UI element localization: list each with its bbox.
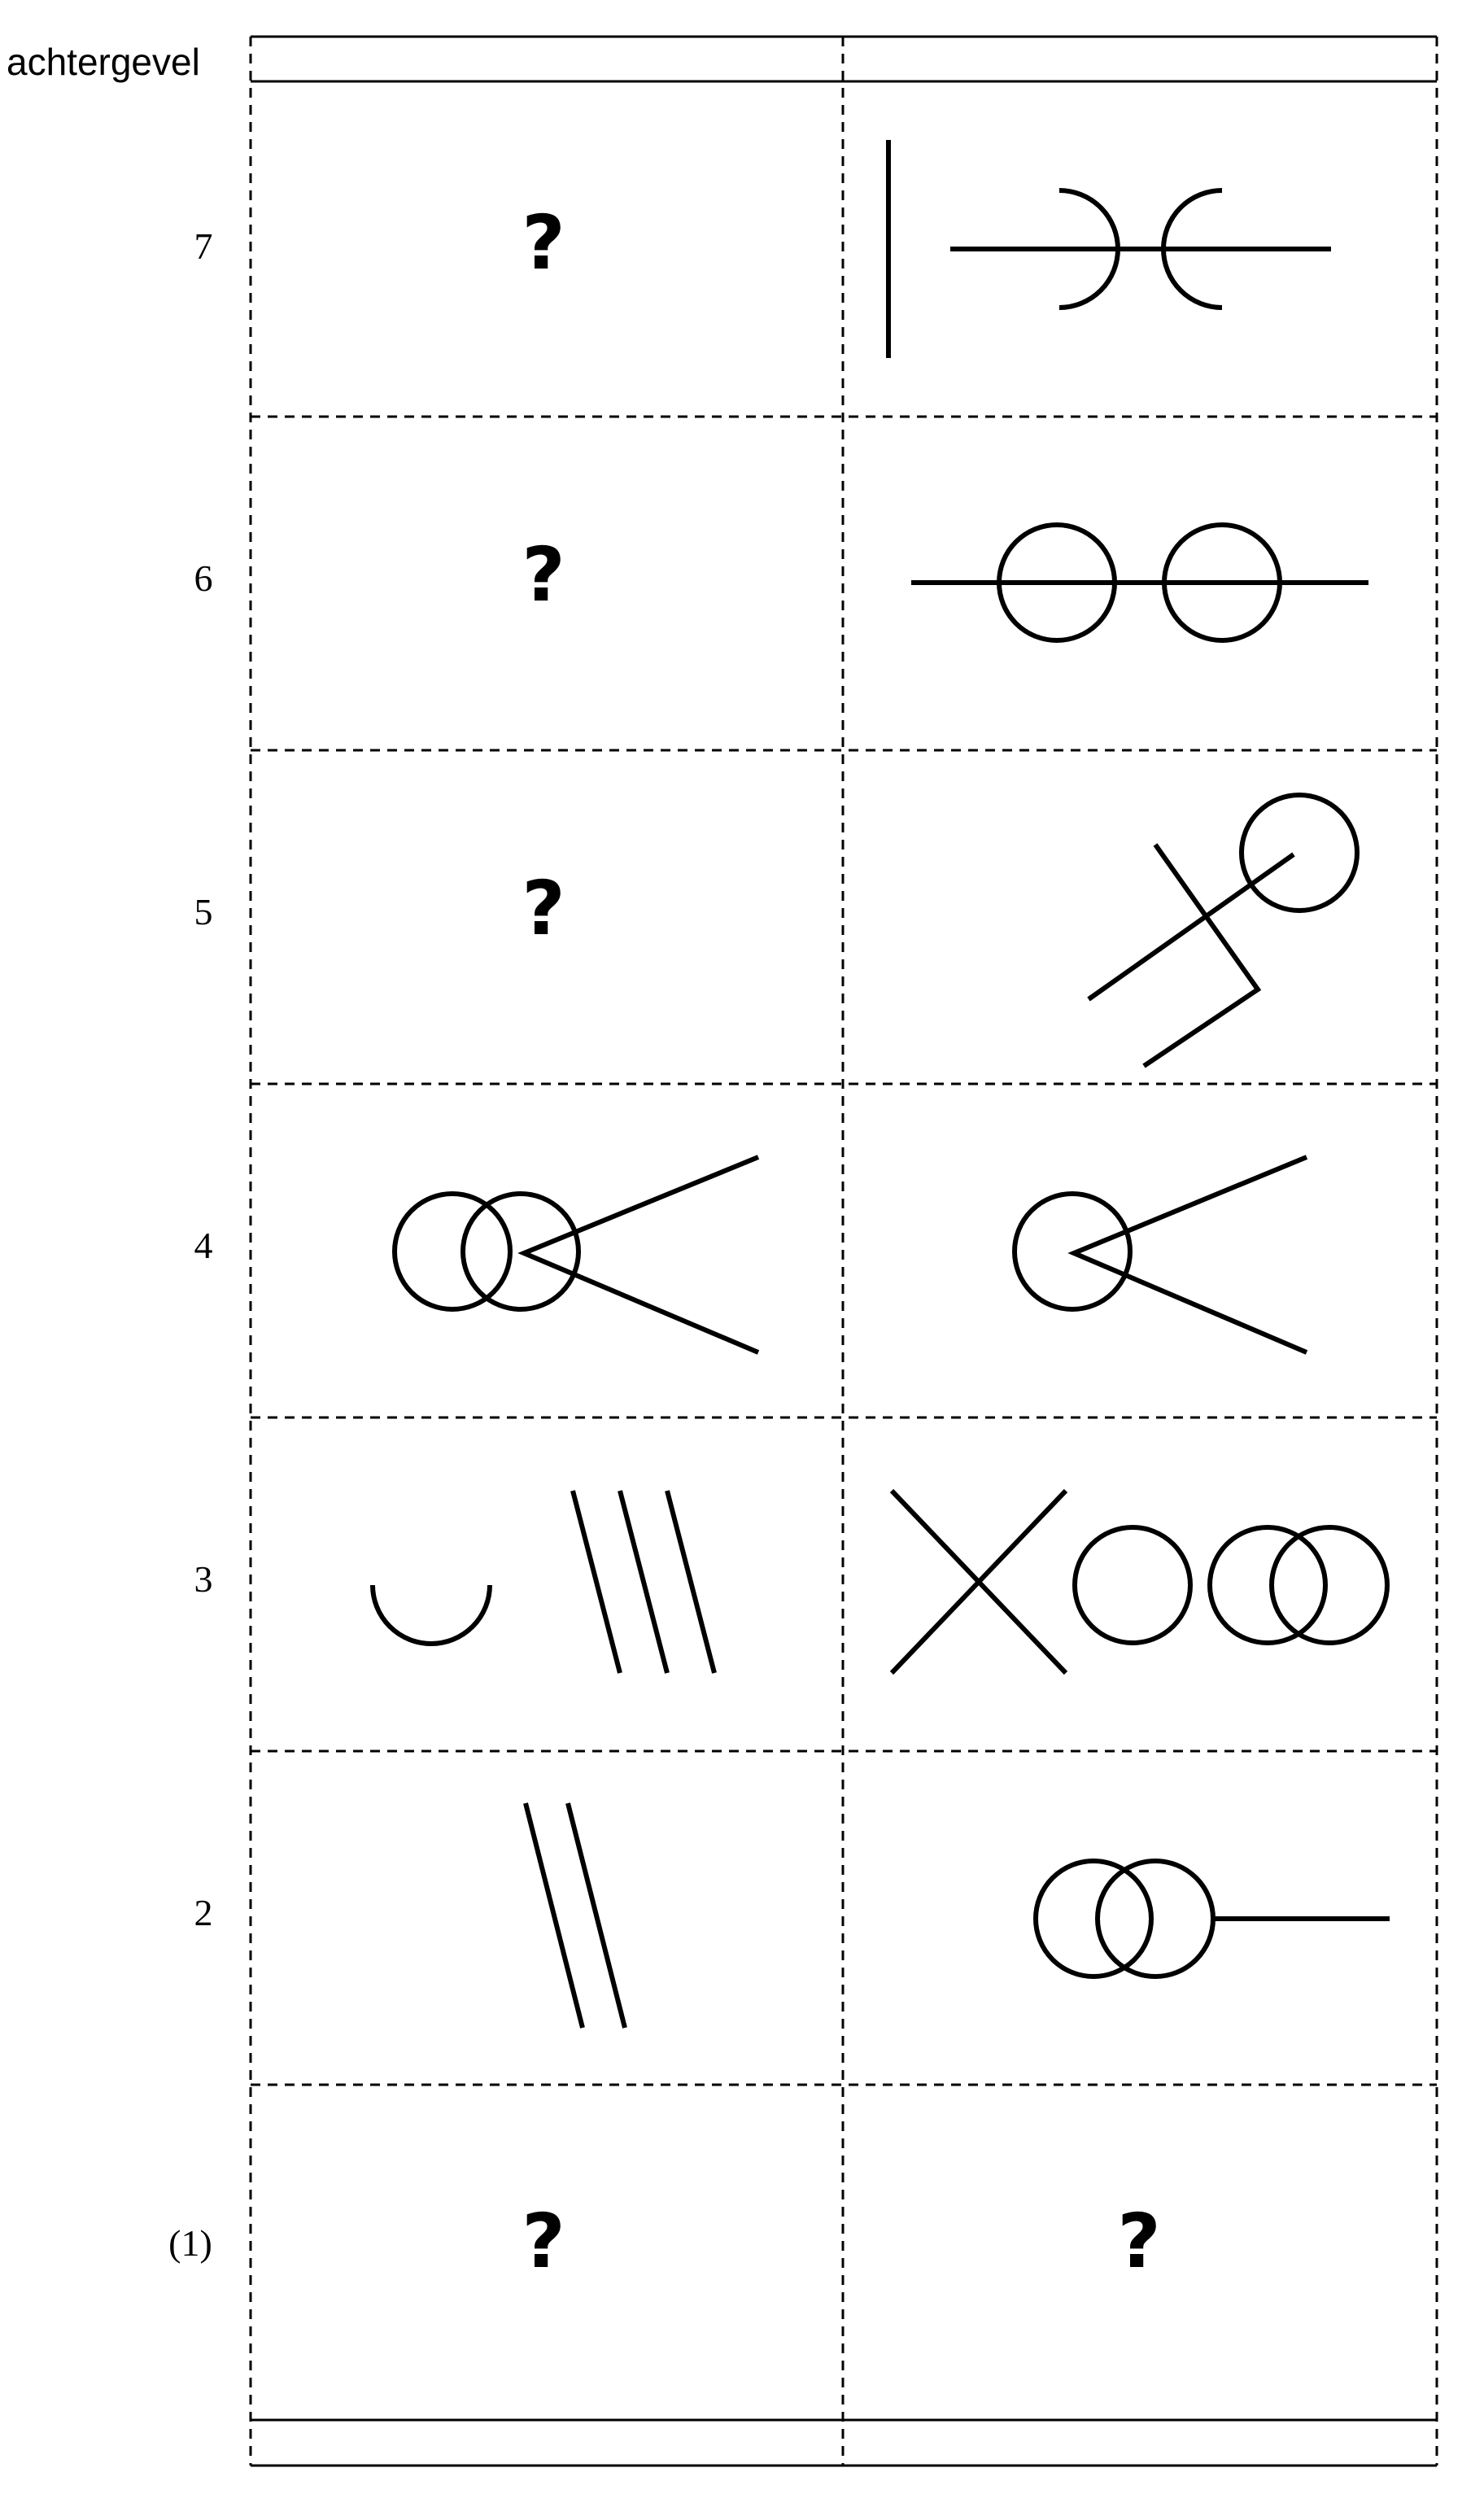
row-label-1: (1): [168, 2222, 212, 2264]
wedge-icon: [517, 1155, 760, 1355]
right-facing-arc-icon: [1058, 188, 1120, 310]
symbol-row-5-right: [1087, 793, 1360, 1068]
symbol-row-4-right: [1012, 1155, 1308, 1355]
left-facing-arc-icon: [1161, 188, 1223, 310]
slanted-line-icon: [523, 1802, 585, 2029]
circle-icon: [997, 522, 1117, 643]
question-mark-row-7-left: ?: [522, 199, 565, 286]
row-label-3: 3: [194, 1558, 213, 1600]
slanted-line-icon: [618, 1490, 670, 1674]
question-marks: ? ? ? ? ?: [522, 199, 1160, 2285]
grid-frame: [249, 35, 1438, 2467]
circle-icon: [1239, 793, 1360, 913]
symbol-row-7-right: [886, 140, 1331, 358]
question-mark-row-1-right: ?: [1117, 2198, 1160, 2285]
question-mark-row-6-left: ?: [522, 531, 565, 618]
row-labels: 7 6 5 4 3 2 (1): [168, 225, 212, 2264]
question-mark-row-1-left: ?: [522, 2198, 565, 2285]
symbol-row-2-right: [1033, 1859, 1390, 1979]
symbol-row-3-right: [889, 1488, 1390, 1675]
circle-icon: [1207, 1525, 1328, 1645]
row-label-4: 4: [194, 1225, 213, 1266]
row-label-6: 6: [194, 557, 213, 599]
slanted-line-icon: [565, 1802, 627, 2029]
row-label-2: 2: [194, 1892, 213, 1933]
wedge-icon: [1067, 1155, 1308, 1355]
row-label-7: 7: [194, 225, 213, 267]
circle-icon: [1269, 1525, 1390, 1645]
circle-icon: [1162, 522, 1282, 643]
arc-icon: [370, 1584, 492, 1646]
symbol-row-6-right: [911, 522, 1368, 643]
diagonal-line-icon: [1087, 852, 1295, 1002]
bent-line-icon: [1142, 843, 1262, 1068]
symbol-row-3-left: [370, 1490, 717, 1674]
circle-icon: [392, 1191, 513, 1312]
slanted-line-icon: [570, 1490, 622, 1674]
circle-icon: [1072, 1525, 1193, 1645]
symbol-row-2-left: [523, 1802, 627, 2029]
header-label: achtergevel: [7, 41, 200, 83]
circle-icon: [1012, 1191, 1133, 1312]
slanted-line-icon: [665, 1490, 717, 1674]
circle-icon: [460, 1191, 581, 1312]
circle-icon: [1095, 1859, 1216, 1979]
symbol-row-4-left: [392, 1155, 760, 1355]
row-label-5: 5: [194, 891, 213, 933]
circle-icon: [1033, 1859, 1154, 1979]
cross-line-icon: [889, 1488, 1068, 1675]
question-mark-row-5-left: ?: [522, 865, 565, 952]
